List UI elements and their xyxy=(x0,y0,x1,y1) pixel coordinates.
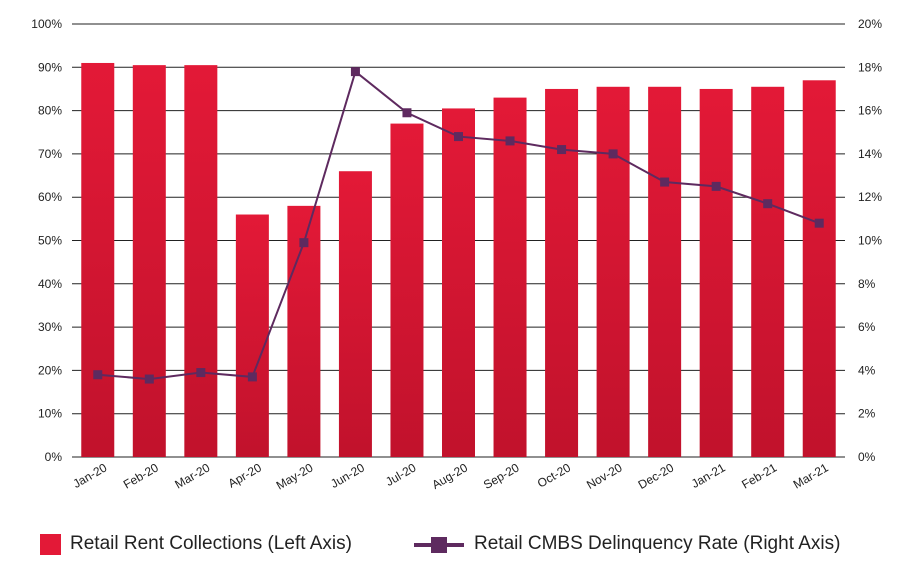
left-axis-tick-label: 0% xyxy=(45,450,63,464)
legend-label-rent-collections: Retail Rent Collections (Left Axis) xyxy=(70,533,352,554)
line-point-marker xyxy=(350,67,360,77)
line-series xyxy=(93,67,824,384)
left-axis-tick-label: 10% xyxy=(38,407,62,421)
bar xyxy=(81,62,115,457)
x-axis-tick-label: Oct-20 xyxy=(535,460,573,490)
right-axis: 0% 2% 4% 6% 8% 10% 12% 14% 16% 18% 20% xyxy=(858,17,882,464)
bar xyxy=(338,171,372,457)
left-axis-tick-label: 60% xyxy=(38,190,62,204)
bar xyxy=(442,108,475,457)
left-axis-tick-label: 100% xyxy=(31,17,62,31)
line-point-marker xyxy=(144,374,154,384)
bar xyxy=(493,97,527,458)
right-axis-tick-label: 16% xyxy=(858,104,882,118)
left-axis-tick-label: 30% xyxy=(38,320,62,334)
x-axis-tick-label: Mar-21 xyxy=(791,460,831,491)
left-axis-tick-label: 70% xyxy=(38,147,62,161)
line-point-marker xyxy=(454,132,463,142)
legend-label-delinquency-rate: Retail CMBS Delinquency Rate (Right Axis… xyxy=(474,533,841,554)
right-axis-tick-label: 2% xyxy=(858,407,876,421)
bar xyxy=(235,214,269,457)
left-axis-tick-label: 50% xyxy=(38,234,62,248)
line-point-marker xyxy=(93,370,103,380)
left-axis-tick-label: 80% xyxy=(38,104,62,118)
bar xyxy=(184,65,218,457)
bar xyxy=(545,88,579,457)
legend: Retail Rent Collections (Left Axis) Reta… xyxy=(0,533,907,563)
x-axis: Jan-20 Feb-20 Mar-20 Apr-20 May-20 Jun-20 Jul-… xyxy=(70,460,831,492)
right-axis-tick-label: 8% xyxy=(858,277,876,291)
x-axis-tick-label: Aug-20 xyxy=(429,460,470,492)
bar xyxy=(802,80,836,457)
line-point-marker xyxy=(247,372,257,382)
legend-item-rent-collections[interactable]: Retail Rent Collections (Left Axis) xyxy=(40,533,352,555)
right-axis-tick-label: 0% xyxy=(858,450,876,464)
x-axis-tick-label: Apr-20 xyxy=(226,460,264,490)
line-point-marker xyxy=(660,177,670,187)
x-axis-tick-label: Feb-21 xyxy=(739,460,779,491)
line-point-marker xyxy=(557,145,567,155)
bar xyxy=(132,65,166,457)
left-axis-tick-label: 20% xyxy=(38,363,62,377)
line-point-marker xyxy=(402,108,412,118)
x-axis-tick-label: Sep-20 xyxy=(481,460,522,492)
right-axis-tick-label: 18% xyxy=(858,60,882,74)
legend-swatch-line xyxy=(414,534,464,555)
left-axis-tick-label: 40% xyxy=(38,277,62,291)
bar xyxy=(751,86,785,457)
x-axis-tick-label: Mar-20 xyxy=(172,460,212,491)
legend-item-delinquency-rate[interactable]: Retail CMBS Delinquency Rate (Right Axis… xyxy=(414,533,840,555)
x-axis-tick-label: Feb-20 xyxy=(121,460,161,491)
x-axis-tick-label: Dec-20 xyxy=(636,460,677,492)
line-point-marker xyxy=(299,238,309,248)
line-point-marker xyxy=(814,218,824,228)
left-axis: 0% 10% 20% 30% 40% 50% 60% 70% 80% 90% 100% xyxy=(31,17,62,464)
bar xyxy=(287,205,321,457)
right-axis-tick-label: 12% xyxy=(858,190,882,204)
bar xyxy=(596,86,630,457)
bar xyxy=(648,86,682,457)
right-axis-tick-label: 14% xyxy=(858,147,882,161)
line-point-marker xyxy=(196,368,206,378)
line-point-marker xyxy=(763,199,773,209)
x-axis-tick-label: Jan-21 xyxy=(689,460,728,491)
x-axis-tick-label: Nov-20 xyxy=(584,460,625,492)
bar xyxy=(390,123,424,457)
x-axis-tick-label: May-20 xyxy=(274,460,316,492)
line-point-marker xyxy=(505,136,515,146)
legend-square-marker-icon xyxy=(431,536,447,553)
right-axis-tick-label: 10% xyxy=(858,234,882,248)
x-axis-tick-label: Jun-20 xyxy=(328,460,367,491)
bar xyxy=(699,88,733,457)
right-axis-tick-label: 20% xyxy=(858,17,882,31)
x-axis-tick-label: Jan-20 xyxy=(70,460,109,491)
x-axis-tick-label: Jul-20 xyxy=(383,460,419,489)
bar-series xyxy=(81,62,836,458)
line-point-marker xyxy=(711,181,721,191)
right-axis-tick-label: 4% xyxy=(858,363,876,377)
line-point-marker xyxy=(608,149,618,159)
legend-swatch-bar xyxy=(40,533,61,555)
combo-chart: 0% 10% 20% 30% 40% 50% 60% 70% 80% 90% 100% 0% 2% 4%… xyxy=(31,17,882,493)
right-axis-tick-label: 6% xyxy=(858,320,876,334)
left-axis-tick-label: 90% xyxy=(38,60,62,74)
